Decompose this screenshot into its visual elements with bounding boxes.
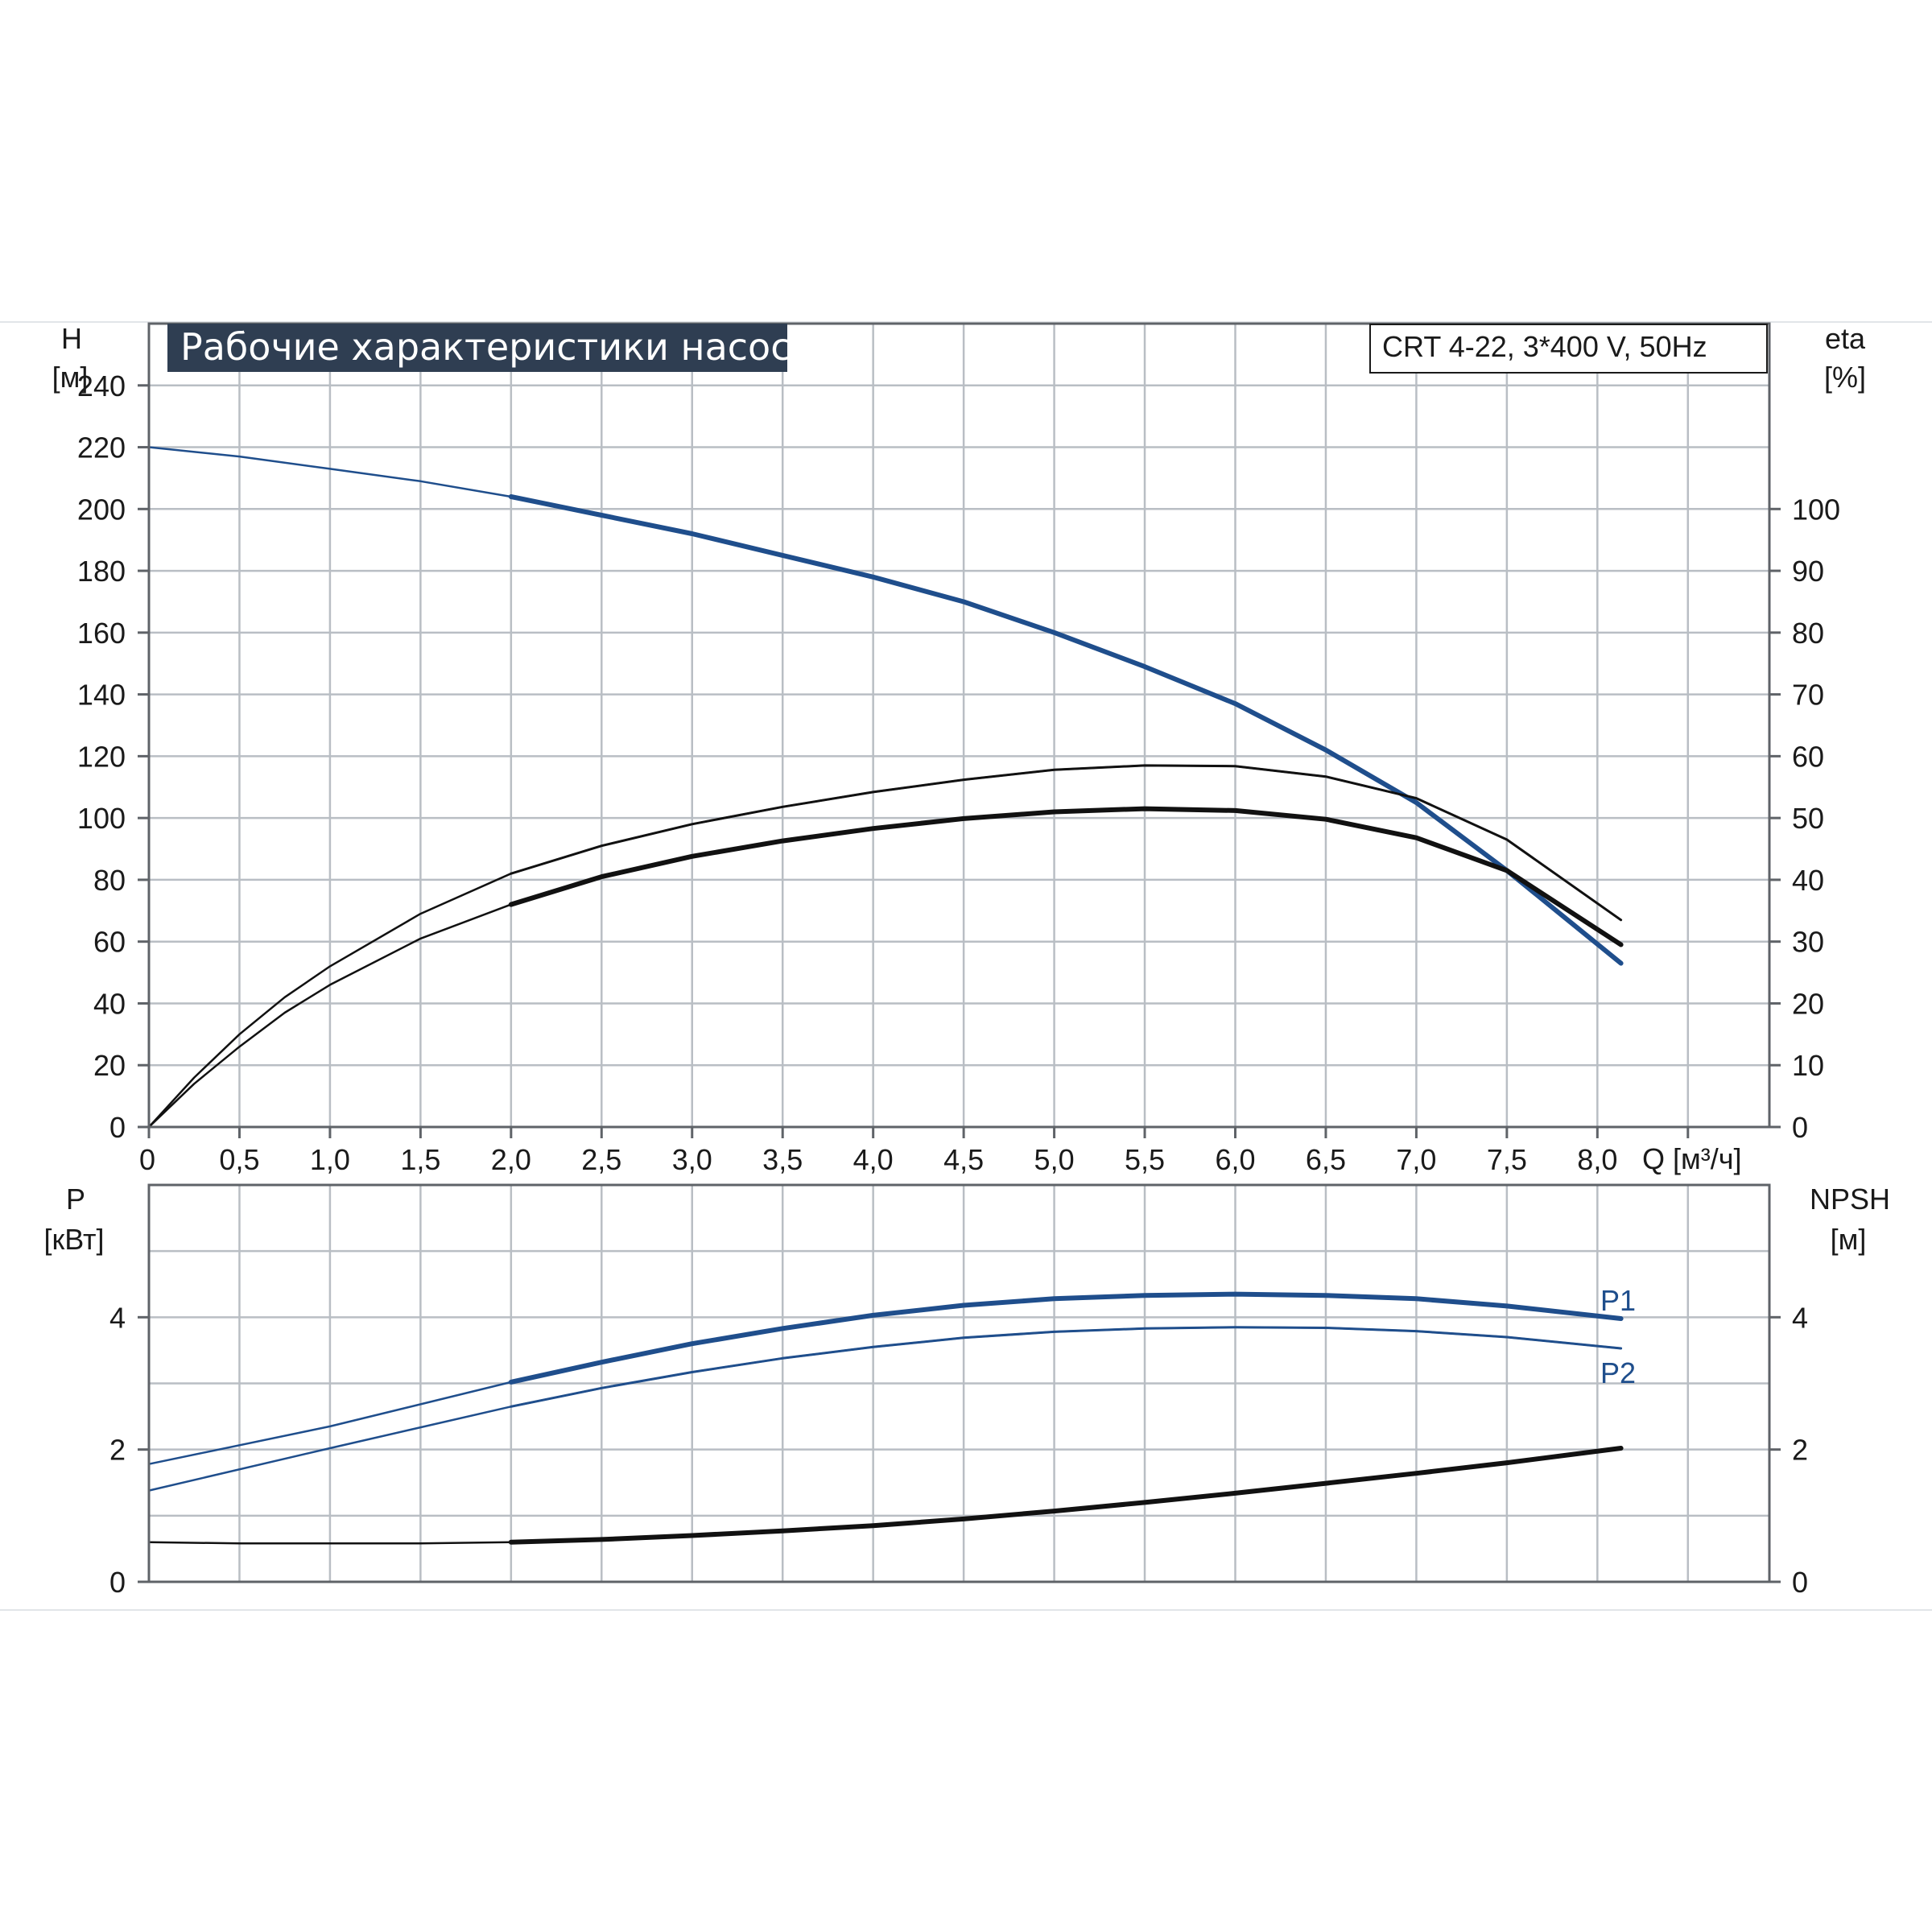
x-axis-title: Q [м³/ч] bbox=[1642, 1142, 1742, 1175]
upper-left-tick-label: 200 bbox=[77, 493, 126, 526]
lower-plot-frame bbox=[147, 1183, 1771, 1583]
x-tick-label: 0,5 bbox=[219, 1143, 259, 1176]
eta-thin-curve bbox=[147, 764, 1622, 1129]
upper-left-tick-label: 240 bbox=[77, 369, 126, 402]
upper-right-tick-label: 100 bbox=[1792, 493, 1840, 526]
grid-layer bbox=[147, 322, 1769, 1583]
upper-right-tick-label: 40 bbox=[1792, 864, 1824, 897]
x-tick-label: 5,5 bbox=[1125, 1143, 1165, 1176]
lower-right-tick-label: 4 bbox=[1792, 1301, 1808, 1334]
eta-thin-curve-operating-range bbox=[510, 764, 1623, 922]
x-tick-label: 1,0 bbox=[310, 1143, 350, 1176]
svg-text:NPSH: NPSH bbox=[1810, 1183, 1890, 1216]
upper-left-tick-label: 160 bbox=[77, 617, 126, 650]
upper-left-tick-label: 20 bbox=[93, 1049, 126, 1082]
upper-left-tick-label: 120 bbox=[77, 740, 126, 773]
lower-right-tick-label: 0 bbox=[1792, 1566, 1808, 1599]
upper-left-tick-label: 140 bbox=[77, 679, 126, 712]
upper-right-tick-label: 70 bbox=[1792, 679, 1824, 712]
eta-thick-curve-operating-range bbox=[508, 806, 1624, 947]
upper-left-axis-title: H [м] bbox=[52, 322, 89, 394]
x-tick-label: 7,5 bbox=[1487, 1143, 1527, 1176]
frame-layer bbox=[147, 322, 1771, 1583]
upper-right-tick-label: 0 bbox=[1792, 1111, 1808, 1144]
svg-text:eta: eta bbox=[1825, 322, 1866, 355]
lower-right-tick-label: 2 bbox=[1792, 1434, 1808, 1467]
upper-right-tick-label: 80 bbox=[1792, 617, 1824, 650]
lower-left-tick-label: 2 bbox=[109, 1434, 126, 1467]
x-tick-label: 4,0 bbox=[853, 1143, 894, 1176]
lower-right-axis-title: NPSH [м] bbox=[1810, 1183, 1890, 1256]
upper-right-axis-title: eta [%] bbox=[1824, 322, 1866, 394]
upper-right-tick-label: 50 bbox=[1792, 802, 1824, 835]
x-tick-label: 1,5 bbox=[400, 1143, 440, 1176]
svg-text:P: P bbox=[66, 1183, 85, 1216]
upper-left-tick-label: 220 bbox=[77, 431, 126, 464]
upper-right-tick-label: 90 bbox=[1792, 555, 1824, 588]
model-label: CRT 4-22, 3*400 V, 50Hz bbox=[1382, 330, 1707, 363]
h-curve-operating-range bbox=[508, 494, 1624, 966]
upper-plot-frame bbox=[147, 322, 1771, 1129]
svg-text:[м]: [м] bbox=[52, 361, 89, 394]
lower-left-tick-label: 4 bbox=[109, 1301, 126, 1334]
model-box: CRT 4-22, 3*400 V, 50Hz bbox=[1369, 324, 1768, 374]
upper-right-tick-label: 20 bbox=[1792, 987, 1824, 1020]
tick-layer: 0204060801001201401601802002202400102030… bbox=[77, 369, 1840, 1599]
curve-layer bbox=[147, 446, 1624, 1545]
x-tick-label: 5,0 bbox=[1034, 1143, 1075, 1176]
upper-right-tick-label: 30 bbox=[1792, 926, 1824, 959]
upper-left-tick-label: 40 bbox=[93, 987, 126, 1020]
upper-left-tick-label: 100 bbox=[77, 802, 126, 835]
p2-curve-label: P2 bbox=[1600, 1356, 1636, 1389]
x-tick-label: 0 bbox=[139, 1143, 155, 1176]
x-tick-label: 6,0 bbox=[1215, 1143, 1255, 1176]
p2-curve-operating-range bbox=[510, 1326, 1623, 1408]
x-tick-label: 2,0 bbox=[491, 1143, 531, 1176]
npsh-curve-operating-range bbox=[508, 1446, 1624, 1545]
x-tick-label: 7,0 bbox=[1396, 1143, 1436, 1176]
upper-right-tick-label: 10 bbox=[1792, 1049, 1824, 1082]
x-tick-label: 3,5 bbox=[762, 1143, 803, 1176]
svg-text:[%]: [%] bbox=[1824, 361, 1866, 394]
x-tick-label: 6,5 bbox=[1306, 1143, 1346, 1176]
upper-right-tick-label: 60 bbox=[1792, 740, 1824, 773]
p2-curve bbox=[147, 1326, 1622, 1492]
upper-left-tick-label: 60 bbox=[93, 926, 126, 959]
chart-title-box: Рабочие характеристики насоса bbox=[167, 324, 814, 372]
npsh-curve bbox=[147, 1447, 1622, 1545]
svg-text:H: H bbox=[61, 322, 82, 355]
h-curve bbox=[147, 446, 1622, 964]
upper-left-tick-label: 80 bbox=[93, 864, 126, 897]
lower-left-tick-label: 0 bbox=[109, 1566, 126, 1599]
eta-thick-curve bbox=[147, 807, 1622, 1129]
svg-text:[кВт]: [кВт] bbox=[43, 1223, 104, 1256]
x-tick-label: 2,5 bbox=[581, 1143, 621, 1176]
svg-text:[м]: [м] bbox=[1831, 1223, 1867, 1256]
lower-left-axis-title: P [кВт] bbox=[43, 1183, 104, 1256]
p1-curve-operating-range bbox=[508, 1291, 1624, 1385]
x-tick-label: 8,0 bbox=[1577, 1143, 1617, 1176]
x-tick-label: 3,0 bbox=[672, 1143, 712, 1176]
chart-title: Рабочие характеристики насоса bbox=[180, 325, 814, 369]
p1-curve-label: P1 bbox=[1600, 1284, 1636, 1317]
upper-left-tick-label: 0 bbox=[109, 1111, 126, 1144]
upper-left-tick-label: 180 bbox=[77, 555, 126, 588]
x-tick-label: 4,5 bbox=[943, 1143, 984, 1176]
